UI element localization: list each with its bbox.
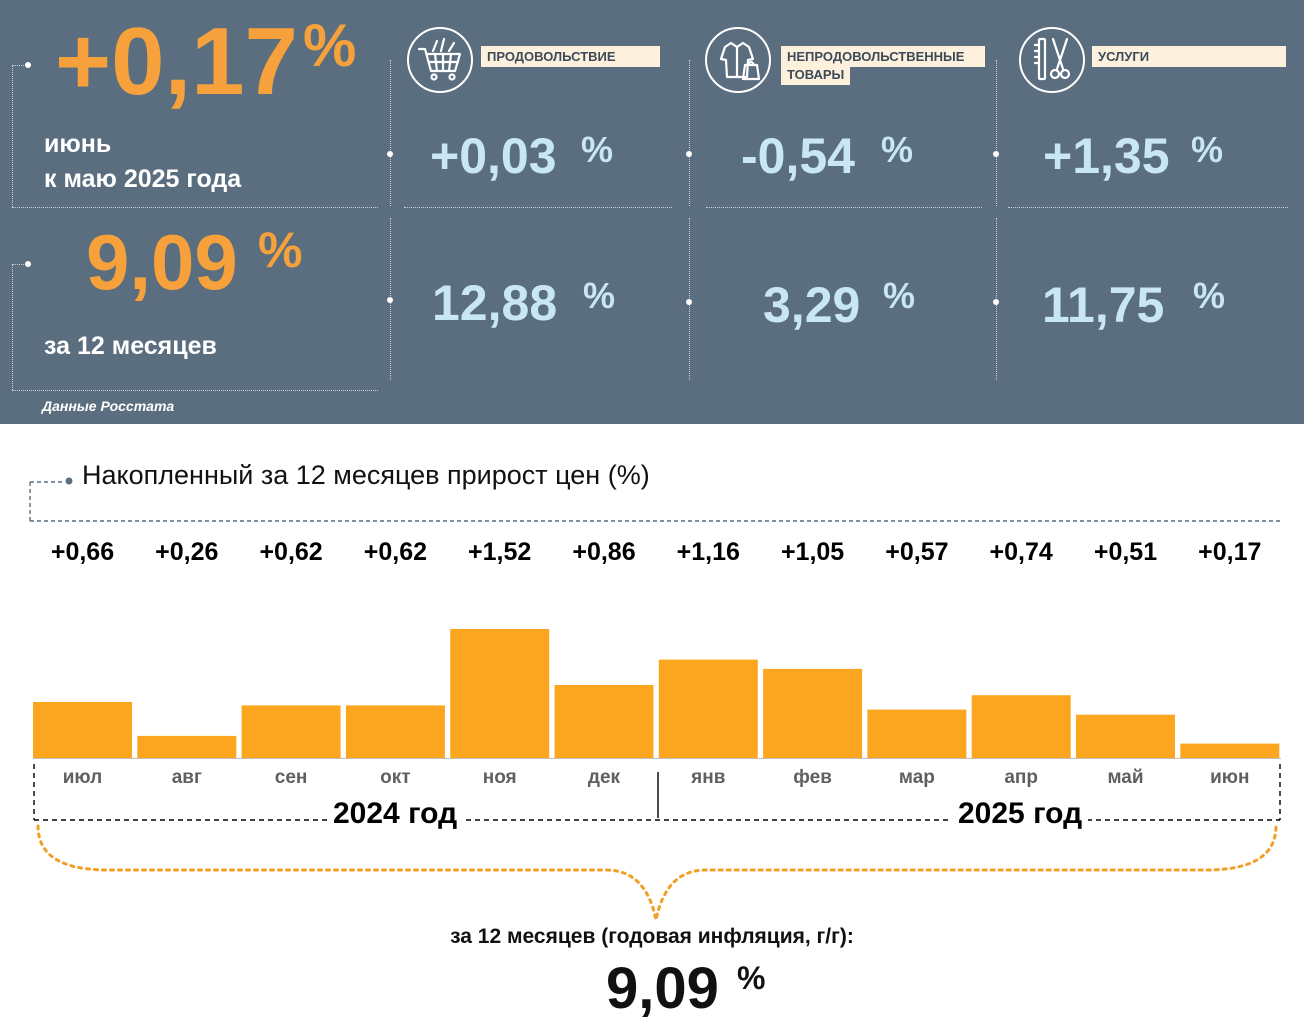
- bar-сен: [241, 705, 341, 758]
- annual-inflation-pct: %: [737, 960, 766, 996]
- bar-фев: [763, 668, 863, 758]
- value-label-авг: +0,26: [155, 538, 219, 566]
- food-annual-value: 12,88: [432, 275, 558, 331]
- value-label-мар: +0,57: [885, 538, 949, 566]
- value-label-сен: +0,62: [259, 538, 323, 566]
- divider: [706, 207, 982, 208]
- bar-окт: [345, 705, 445, 758]
- shopping-cart-icon: [407, 27, 473, 93]
- category-label-nonfood-line2-box: ТОВАРЫ: [781, 64, 851, 85]
- divider: [996, 60, 997, 206]
- food-monthly-value: +0,03: [430, 128, 557, 184]
- bar-янв: [658, 659, 758, 758]
- services-annual-value: 11,75: [1042, 277, 1165, 333]
- divider: [689, 60, 690, 206]
- divider: [12, 390, 378, 391]
- value-label-май: +0,51: [1093, 538, 1158, 566]
- divider: [12, 264, 28, 265]
- month-label-мар: мар: [898, 767, 935, 788]
- monthly-headline-value: +0,17: [55, 8, 298, 115]
- scissors-comb-icon: [1019, 27, 1085, 93]
- bar-мар: [867, 709, 967, 758]
- month-label-ноя: ноя: [482, 767, 517, 788]
- category-label-nonfood-line1: НЕПРОДОВОЛЬСТВЕННЫЕ: [787, 49, 965, 64]
- services-annual-pct: %: [1193, 275, 1226, 316]
- bullet-dot: [993, 151, 999, 157]
- bar-chart: [33, 629, 1281, 759]
- bar-дек: [554, 685, 654, 758]
- services-monthly-pct: %: [1191, 129, 1224, 170]
- data-source: Данные Росстата: [42, 398, 175, 414]
- bullet-dot: [686, 151, 692, 157]
- divider: [12, 65, 28, 66]
- bullet-dot: [25, 62, 31, 68]
- value-label-фев: +1,05: [780, 538, 845, 566]
- value-label-июн: +0,17: [1198, 538, 1262, 566]
- clothing-icon: [705, 27, 771, 93]
- divider: [390, 60, 391, 206]
- bar-июн: [1180, 743, 1280, 758]
- year-label-2024: 2024 год: [327, 797, 464, 831]
- bar-авг: [137, 735, 237, 758]
- monthly-headline-pct: %: [303, 12, 357, 79]
- food-annual-pct: %: [583, 275, 616, 316]
- bar-май: [1076, 714, 1175, 758]
- chart-title: Накопленный за 12 месяцев прирост цен (%…: [82, 460, 650, 490]
- bullet-dot: [387, 151, 393, 157]
- nonfood-monthly-value: -0,54: [741, 128, 855, 184]
- year-brackets: [33, 764, 1281, 921]
- nonfood-monthly-pct: %: [881, 129, 914, 170]
- category-label-food: ПРОДОВОЛЬСТВИЕ: [481, 46, 660, 67]
- value-label-окт: +0,62: [363, 538, 428, 566]
- nonfood-annual-pct: %: [883, 275, 916, 316]
- bar-июл: [33, 702, 132, 758]
- month-label-апр: апр: [1004, 767, 1039, 788]
- month-label-фев: фев: [793, 767, 832, 788]
- month-label-июн: июн: [1210, 767, 1250, 788]
- bullet-dot: [686, 299, 692, 305]
- chart-header-frame: [29, 477, 1282, 522]
- value-label-ноя: +1,52: [468, 538, 532, 566]
- category-label-services: УСЛУГИ: [1092, 46, 1286, 67]
- bar-апр: [971, 695, 1071, 758]
- year-label-2025: 2025 год: [952, 797, 1089, 831]
- divider: [1008, 207, 1288, 208]
- monthly-caption-period: к маю 2025 года: [44, 165, 242, 193]
- annual-inflation-caption: за 12 месяцев (годовая инфляция, г/г):: [450, 925, 854, 948]
- bullet-dot: [25, 261, 31, 267]
- divider: [12, 207, 378, 208]
- annual-headline-pct: %: [258, 222, 303, 278]
- divider: [12, 65, 13, 207]
- value-label-дек: +0,86: [572, 538, 636, 566]
- value-label-апр: +0,74: [989, 538, 1053, 566]
- month-label-сен: сен: [274, 767, 308, 788]
- divider: [12, 264, 13, 390]
- monthly-caption-month: июнь: [44, 130, 112, 158]
- month-label-авг: авг: [171, 767, 202, 788]
- annual-inflation-value: 9,09: [606, 956, 719, 1021]
- bullet-dot: [993, 299, 999, 305]
- bullet-dot: [387, 297, 393, 303]
- value-label-янв: +1,16: [676, 538, 740, 566]
- category-label-nonfood-line2: ТОВАРЫ: [787, 67, 845, 82]
- food-monthly-pct: %: [581, 129, 614, 170]
- nonfood-annual-value: 3,29: [763, 277, 861, 333]
- bar-ноя: [450, 629, 550, 758]
- month-label-янв: янв: [691, 767, 726, 788]
- services-monthly-value: +1,35: [1043, 128, 1170, 184]
- month-label-дек: дек: [587, 767, 621, 788]
- annual-headline-value: 9,09: [86, 218, 238, 306]
- month-label-окт: окт: [380, 767, 411, 788]
- summary-panel: +0,17 % июнь к маю 2025 года 9,09 % за 1…: [0, 0, 1304, 424]
- month-label-июл: июл: [62, 767, 103, 788]
- divider: [404, 207, 672, 208]
- annual-caption: за 12 месяцев: [44, 332, 217, 360]
- month-label-май: май: [1107, 767, 1144, 788]
- value-label-июл: +0,66: [50, 538, 115, 566]
- category-label-nonfood: НЕПРОДОВОЛЬСТВЕННЫЕ: [781, 46, 985, 67]
